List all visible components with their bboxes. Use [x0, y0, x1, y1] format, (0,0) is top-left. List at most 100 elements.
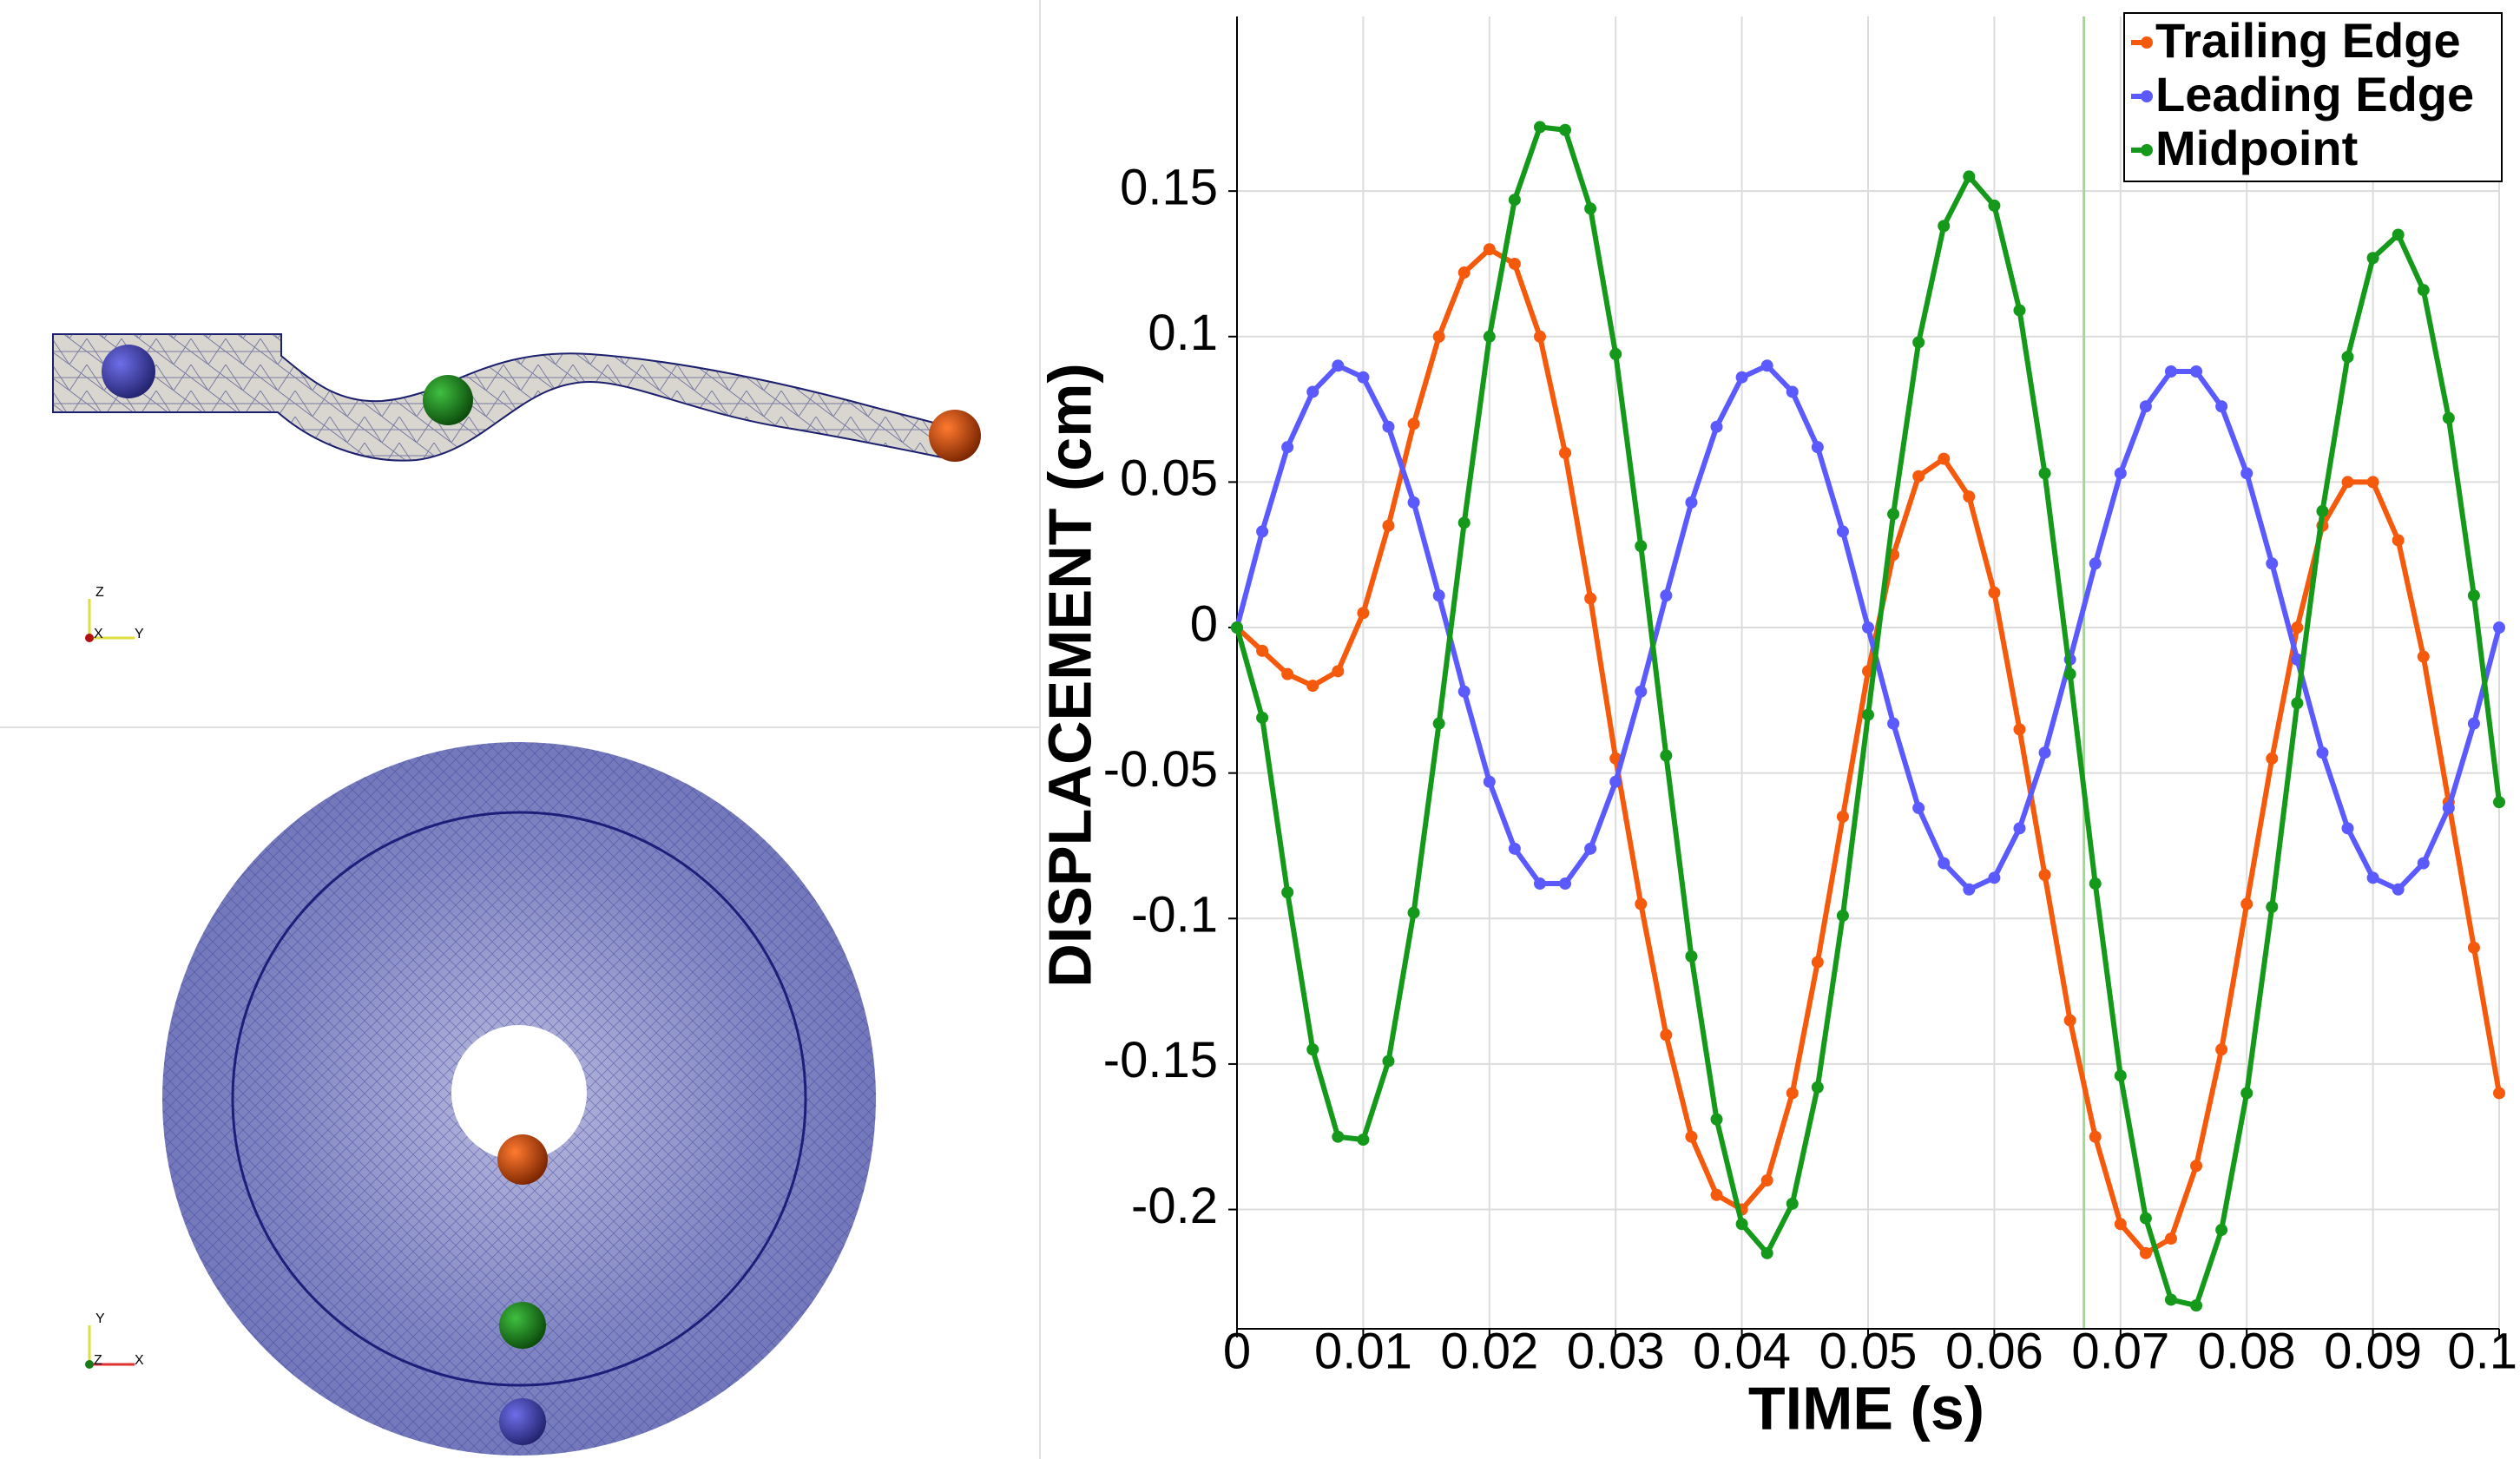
- data-point: [1887, 508, 1900, 521]
- data-point: [1483, 330, 1496, 343]
- data-point: [1685, 496, 1698, 509]
- data-point: [2063, 667, 2076, 680]
- data-point: [1508, 194, 1521, 207]
- data-point: [2493, 621, 2505, 634]
- data-point: [2013, 304, 2026, 317]
- disk-ring: [231, 811, 807, 1387]
- x-tick-label: 0.03: [1567, 1323, 1665, 1379]
- data-point: [1710, 1188, 1723, 1201]
- data-point: [2417, 650, 2430, 663]
- data-point: [1281, 441, 1294, 454]
- data-point: [1786, 385, 1799, 398]
- triad-label: Y: [95, 1311, 105, 1326]
- data-point: [1912, 470, 1925, 483]
- x-tick-label: 0.08: [2198, 1323, 2296, 1379]
- data-point: [1988, 586, 2001, 599]
- data-point: [2190, 1160, 2203, 1173]
- data-point: [2114, 1218, 2127, 1231]
- data-point: [1735, 1218, 1748, 1231]
- data-point: [2164, 1293, 2177, 1306]
- data-point: [2467, 589, 2480, 602]
- y-tick-label: -0.2: [1131, 1178, 1218, 1234]
- data-point: [1382, 1055, 1395, 1068]
- x-tick-label: 0.1: [2447, 1323, 2517, 1379]
- probe-trailing: [929, 410, 981, 462]
- x-tick-label: 0.07: [2071, 1323, 2169, 1379]
- legend-swatch: [2141, 90, 2153, 102]
- data-point: [1432, 589, 1445, 602]
- data-point: [2013, 822, 2026, 835]
- data-point: [1887, 717, 1900, 730]
- data-point: [1685, 1130, 1698, 1143]
- data-point: [2366, 871, 2379, 884]
- data-point: [2190, 365, 2203, 378]
- data-point: [2089, 877, 2102, 891]
- data-point: [2139, 400, 2152, 413]
- data-point: [2392, 534, 2405, 547]
- data-point: [1508, 842, 1521, 855]
- data-point: [1483, 775, 1496, 788]
- x-tick-label: 0: [1223, 1323, 1251, 1379]
- data-point: [2392, 883, 2405, 896]
- data-point: [2139, 1246, 2152, 1259]
- data-point: [1382, 420, 1395, 433]
- data-point: [2240, 467, 2254, 480]
- data-point: [1963, 170, 1976, 183]
- data-point: [2038, 869, 2051, 882]
- data-point: [1836, 909, 1849, 922]
- probe-trailing: [497, 1134, 548, 1185]
- x-tick-label: 0.09: [2324, 1323, 2422, 1379]
- data-point: [1281, 886, 1294, 899]
- data-point: [1760, 1174, 1773, 1187]
- data-point: [1256, 525, 1269, 538]
- data-point: [1660, 749, 1673, 762]
- data-point: [1635, 540, 1648, 553]
- data-point: [1988, 871, 2001, 884]
- data-point: [2467, 941, 2480, 954]
- data-point: [2240, 1087, 2254, 1100]
- data-point: [1710, 1113, 1723, 1126]
- legend-swatch: [2141, 144, 2153, 156]
- triad-label: X: [135, 1353, 144, 1368]
- x-axis-title: TIME (s): [1748, 1374, 1984, 1442]
- data-point: [1710, 420, 1723, 433]
- x-tick-label: 0.02: [1440, 1323, 1538, 1379]
- plot: -0.2 -0.15 -0.1 -0.05 0 0.05 0.1 0.15 0 0.01 0.02 0…: [1103, 16, 2517, 1379]
- data-point: [1938, 452, 1951, 465]
- data-point: [2493, 1087, 2505, 1100]
- data-point: [1584, 202, 1597, 215]
- data-point: [2114, 1069, 2127, 1082]
- data-point: [1357, 371, 1370, 384]
- data-point: [2190, 1299, 2203, 1312]
- data-point: [1508, 257, 1521, 270]
- data-point: [1457, 516, 1471, 529]
- data-point: [2291, 621, 2304, 634]
- data-point: [2392, 228, 2405, 241]
- data-point: [1584, 592, 1597, 605]
- data-point: [1357, 607, 1370, 620]
- legend-label: Trailing Edge: [2155, 13, 2461, 68]
- data-point: [2139, 1212, 2152, 1225]
- y-tick-label: -0.15: [1103, 1032, 1218, 1088]
- data-point: [1836, 810, 1849, 823]
- data-point: [2215, 1224, 2228, 1237]
- y-tick-label: -0.1: [1131, 887, 1218, 943]
- data-point: [1685, 950, 1698, 963]
- data-point: [2442, 411, 2455, 424]
- data-point: [2366, 252, 2379, 265]
- data-point: [1786, 1197, 1799, 1210]
- triad-label: Z: [94, 1353, 102, 1368]
- data-point: [1963, 883, 1976, 896]
- data-point: [1256, 644, 1269, 657]
- data-point: [1332, 665, 1345, 678]
- data-point: [1559, 123, 1572, 136]
- data-point: [1811, 441, 1824, 454]
- data-point: [1660, 1029, 1673, 1042]
- data-point: [1912, 336, 1925, 349]
- data-point: [1407, 496, 1420, 509]
- data-point: [2089, 557, 2102, 570]
- triad-label: Y: [135, 627, 144, 641]
- data-point: [2467, 717, 2480, 730]
